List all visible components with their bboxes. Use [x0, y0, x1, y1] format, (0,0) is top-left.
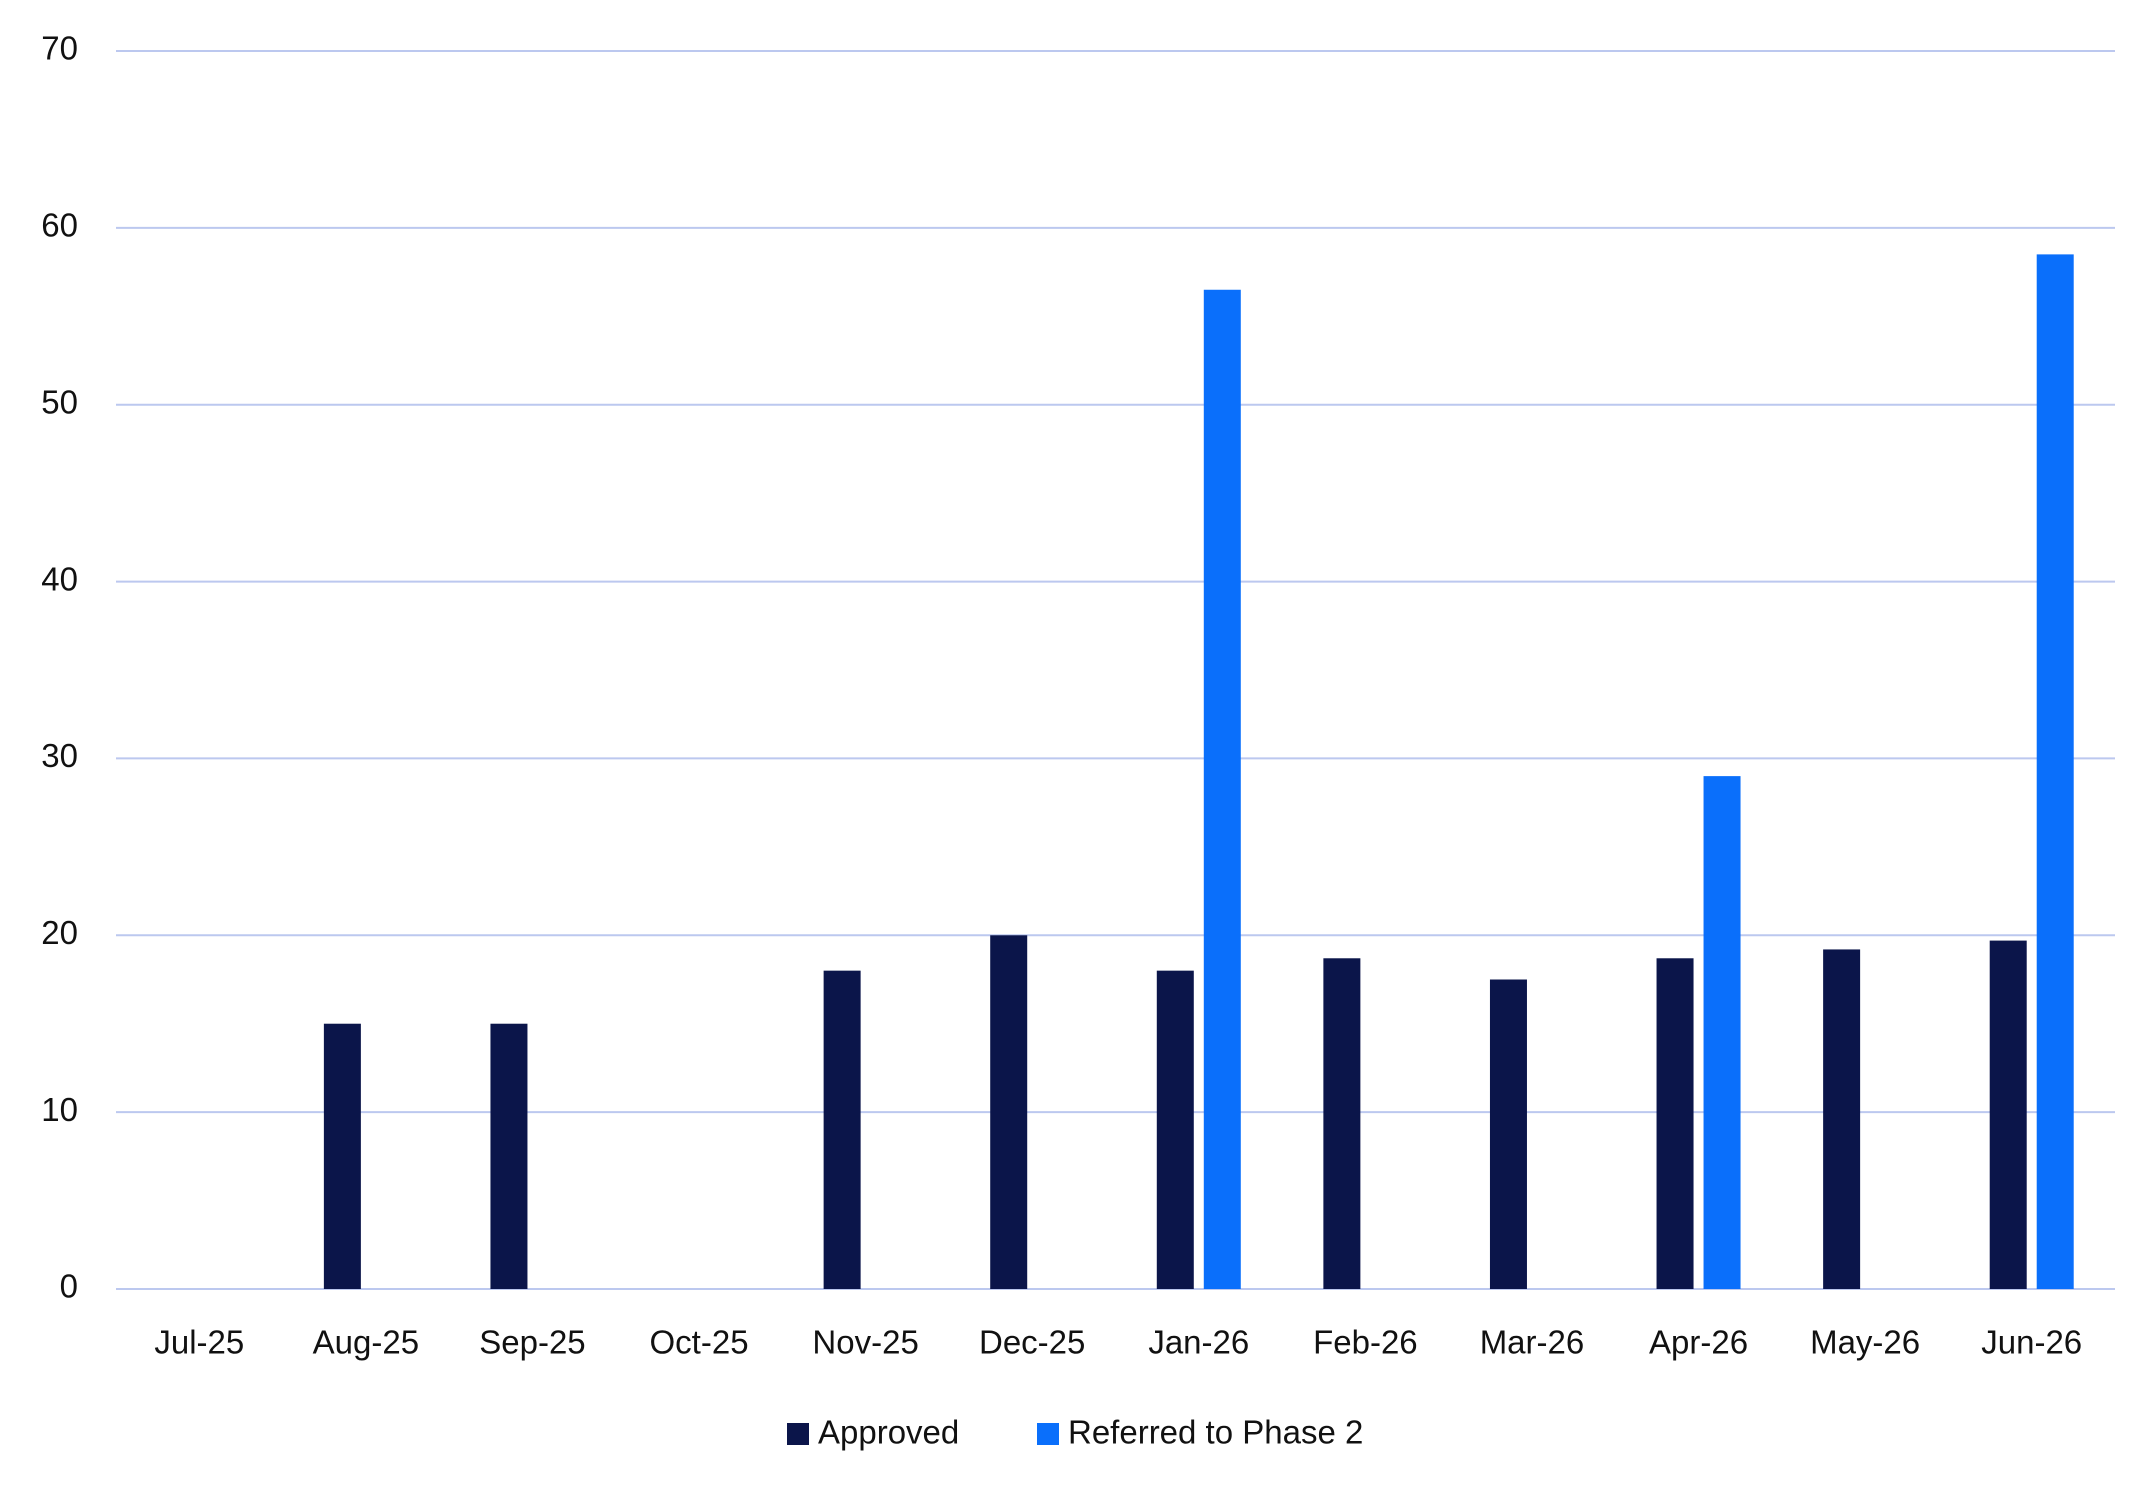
legend-label: Referred to Phase 2	[1068, 1414, 1363, 1451]
x-tick-label: Dec-25	[979, 1324, 1085, 1361]
bar	[1703, 776, 1741, 1289]
x-tick-label: Apr-26	[1649, 1324, 1748, 1361]
x-tick-label: Jun-26	[1981, 1324, 2082, 1361]
x-tick-label: Jan-26	[1148, 1324, 1249, 1361]
y-tick-label: 0	[60, 1268, 78, 1305]
bar	[990, 935, 1028, 1289]
bar	[823, 970, 861, 1289]
x-tick-label: Sep-25	[479, 1324, 585, 1361]
y-tick-label: 50	[41, 383, 78, 420]
bar	[1989, 940, 2027, 1289]
bar	[2036, 254, 2074, 1289]
x-tick-label: Mar-26	[1480, 1324, 1585, 1361]
x-tick-label: Jul-25	[154, 1324, 244, 1361]
legend-label: Approved	[818, 1414, 959, 1451]
y-tick-label: 60	[41, 207, 78, 244]
x-tick-label: May-26	[1810, 1324, 1920, 1361]
x-tick-label: Aug-25	[313, 1324, 419, 1361]
bar	[1823, 949, 1861, 1289]
bar	[323, 1023, 361, 1289]
bar	[1203, 289, 1241, 1289]
x-tick-label: Nov-25	[812, 1324, 918, 1361]
bar	[1156, 970, 1194, 1289]
bar	[1323, 958, 1361, 1289]
x-tick-label: Oct-25	[650, 1324, 749, 1361]
y-tick-label: 20	[41, 914, 78, 951]
y-tick-label: 40	[41, 560, 78, 597]
legend-swatch	[1037, 1423, 1059, 1445]
y-tick-label: 10	[41, 1091, 78, 1128]
legend-swatch	[787, 1423, 809, 1445]
x-tick-label: Feb-26	[1313, 1324, 1418, 1361]
bar	[1489, 979, 1527, 1289]
y-tick-label: 70	[41, 30, 78, 67]
bar	[1656, 958, 1694, 1289]
bar	[490, 1023, 528, 1289]
y-tick-label: 30	[41, 737, 78, 774]
